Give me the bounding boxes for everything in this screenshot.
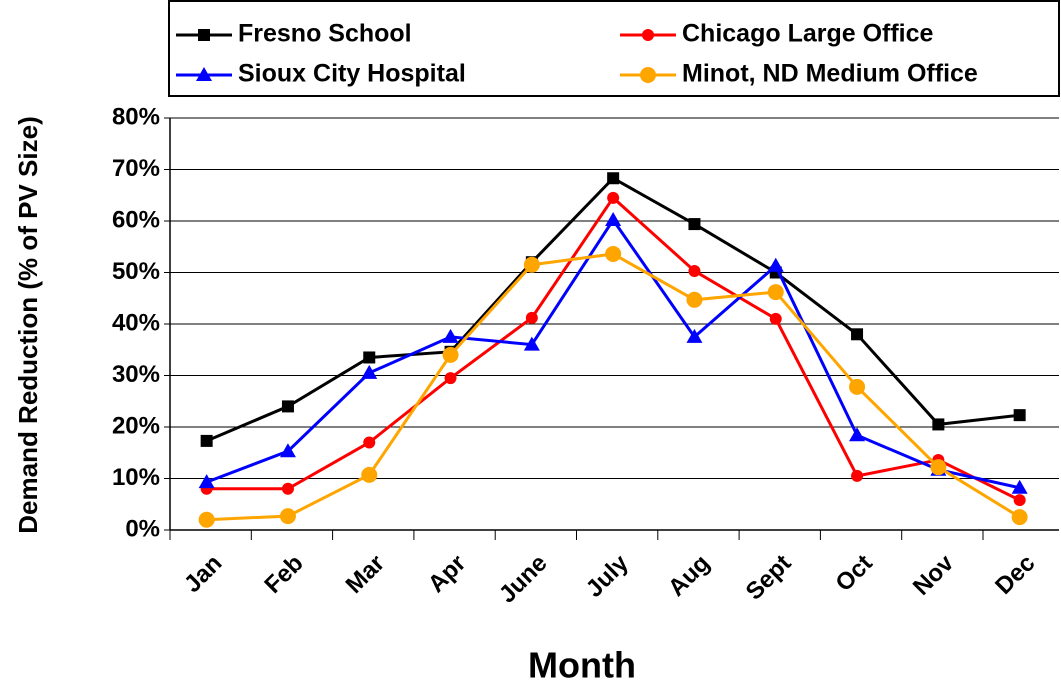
marker [686, 291, 703, 308]
marker [605, 245, 622, 262]
marker [851, 328, 864, 341]
marker [198, 511, 215, 528]
marker [525, 311, 538, 324]
marker [361, 466, 378, 483]
marker [607, 172, 620, 185]
x-tick-label: Nov [908, 549, 960, 601]
marker [196, 67, 212, 81]
x-tick-label: June [494, 550, 553, 609]
legend-box [168, 0, 1060, 97]
marker [442, 328, 459, 343]
marker [769, 312, 782, 325]
y-tick-label: 0% [125, 515, 160, 542]
x-tick-label: Aug [663, 550, 715, 602]
y-tick-label: 20% [112, 412, 160, 439]
y-tick-label: 60% [112, 206, 160, 233]
x-tick-label: Oct [830, 550, 877, 597]
x-tick-label: July [581, 549, 635, 603]
marker [767, 284, 784, 301]
marker [1013, 409, 1026, 422]
legend-label: Fresno School [238, 20, 412, 48]
legend-label: Sioux City Hospital [238, 60, 466, 88]
line [206, 195, 1021, 502]
marker [523, 336, 540, 351]
marker [686, 328, 703, 343]
legend-label: Chicago Large Office [682, 20, 934, 48]
marker [363, 436, 376, 449]
marker [849, 378, 866, 395]
marker [279, 508, 296, 525]
legend-label: Minot, ND Medium Office [682, 60, 978, 88]
marker [851, 469, 864, 482]
x-tick-label: Mar [341, 550, 390, 599]
y-axis-label: Demand Reduction (% of PV Size) [13, 116, 43, 534]
y-tick-label: 30% [112, 361, 160, 388]
marker [523, 256, 540, 273]
y-tick-label: 80% [112, 103, 160, 130]
marker [1013, 494, 1026, 507]
marker [444, 372, 457, 385]
marker [849, 427, 866, 442]
x-tick-label: Jan [179, 550, 227, 598]
marker [688, 218, 701, 231]
marker [605, 211, 622, 226]
marker [688, 264, 701, 277]
y-tick-label: 70% [112, 155, 160, 182]
marker [361, 364, 378, 379]
x-axis-label: Month [528, 645, 636, 686]
marker [642, 29, 654, 41]
x-tick-label: Apr [423, 550, 471, 598]
marker [932, 418, 945, 431]
marker [640, 67, 656, 83]
marker [930, 459, 947, 476]
marker [281, 400, 294, 413]
y-tick-label: 50% [112, 258, 160, 285]
marker [363, 351, 376, 364]
marker [198, 474, 215, 489]
marker [281, 482, 294, 495]
marker [198, 29, 210, 41]
marker [279, 443, 296, 458]
x-tick-label: Sept [741, 550, 797, 606]
x-tick-label: Dec [990, 550, 1040, 600]
marker [767, 257, 784, 272]
marker [200, 434, 213, 447]
y-tick-label: 10% [112, 464, 160, 491]
marker [1011, 479, 1028, 494]
marker [607, 191, 620, 204]
marker [1011, 509, 1028, 526]
y-tick-label: 40% [112, 309, 160, 336]
line [206, 252, 1021, 522]
marker [442, 346, 459, 363]
x-tick-label: Feb [259, 550, 308, 599]
